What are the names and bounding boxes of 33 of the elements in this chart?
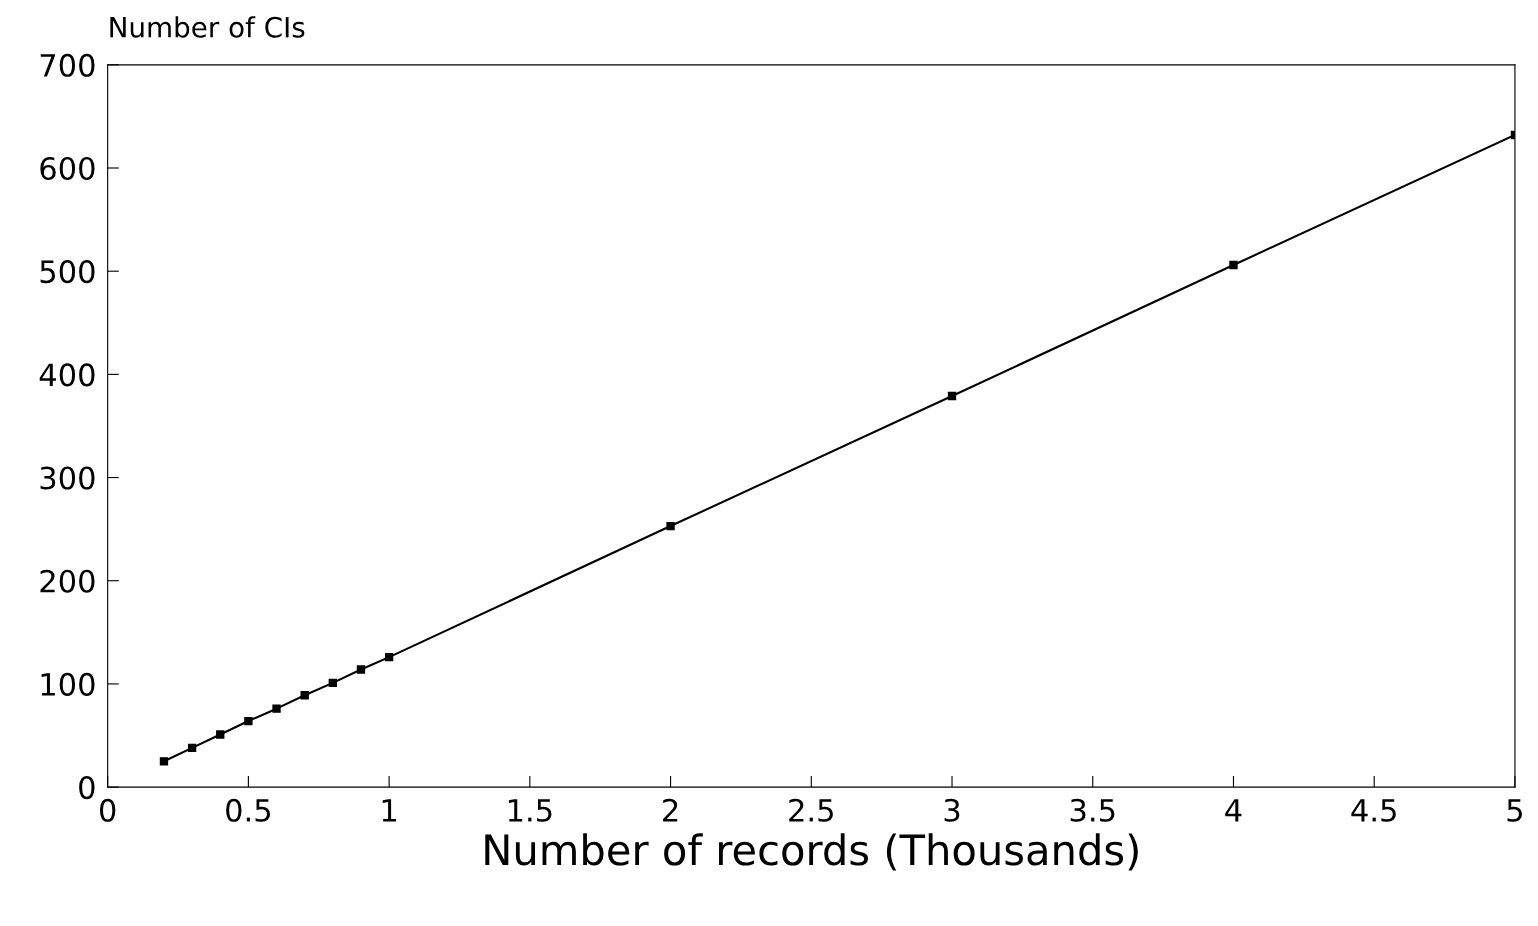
x-axis-title: Number of records (Thousands)	[485, 833, 1138, 871]
point	[216, 730, 225, 739]
point	[328, 678, 337, 688]
y-tick-label: 500	[40, 260, 95, 284]
point	[666, 521, 675, 531]
y-tick-label: 0	[79, 776, 95, 800]
point	[300, 691, 309, 700]
point	[356, 665, 366, 674]
x-tick-label: 0.5	[226, 798, 271, 822]
x-tick-label: 0	[99, 798, 116, 822]
x-tick-label: 3	[944, 798, 960, 822]
point	[159, 757, 169, 766]
x-tick-label: 4.5	[1351, 799, 1396, 822]
y-tick-label: 200	[40, 569, 95, 593]
y-tick-label: 700	[40, 53, 95, 77]
x-tick-label: 3.5	[1070, 798, 1115, 822]
point	[187, 743, 197, 753]
point	[244, 716, 253, 726]
y-tick-label: 400	[39, 363, 95, 387]
point	[384, 652, 394, 662]
y-tick-label: 100	[41, 672, 95, 696]
x-tick-label: 2	[663, 798, 678, 822]
point	[1229, 260, 1238, 270]
point	[272, 704, 281, 713]
y-tick-label: 600	[40, 156, 95, 181]
x-tick-label: 4	[1225, 799, 1242, 822]
x-tick-label: 2.5	[789, 798, 833, 822]
y-axis-title: Number of CIs	[110, 16, 305, 38]
x-tick-label: 5	[1507, 799, 1522, 822]
x-tick-label: 1	[382, 799, 397, 822]
point	[947, 391, 957, 401]
y-tick-label: 300	[40, 466, 95, 490]
x-tick-label: 1.5	[508, 799, 552, 822]
